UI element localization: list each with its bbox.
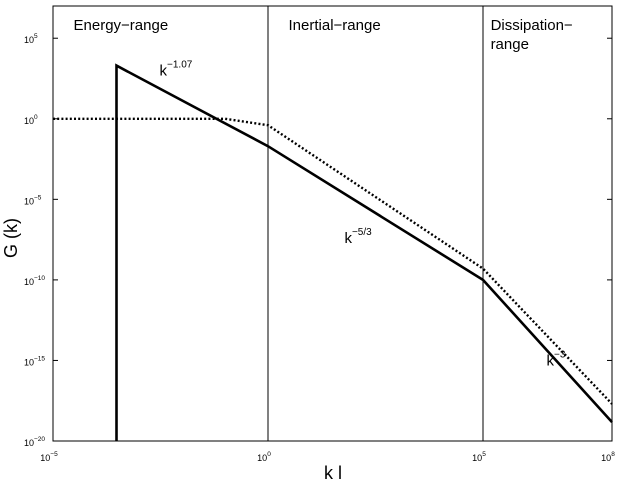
x-axis-label: k l <box>324 463 342 483</box>
slope-annotation: k−3 <box>547 349 566 369</box>
labels-layer: Energy−range Inertial−range Dissipation− ra… <box>74 17 573 369</box>
y-tick-label: 10−15 <box>24 355 45 367</box>
plot-frame <box>52 5 613 442</box>
region-divider-layer <box>267 6 484 441</box>
series-layer <box>53 63 613 441</box>
x-tick-label: 105 <box>472 451 486 463</box>
slope-annotation: k−5/3 <box>344 227 372 247</box>
y-tick-label: 10−10 <box>24 275 45 287</box>
y-tick-label: 100 <box>24 114 38 126</box>
y-tick-label: 10−5 <box>24 194 42 206</box>
x-tick-label: 100 <box>257 451 271 463</box>
y-tick-label: 10−20 <box>24 436 45 448</box>
y-tick-label: 105 <box>24 33 38 45</box>
series-solid-line <box>115 63 613 441</box>
series-dotted-line <box>53 117 613 405</box>
region-label-1: Energy−range <box>74 17 169 34</box>
y-axis-label: G (k) <box>1 218 21 258</box>
slope-annotation: k−1.07 <box>160 59 193 79</box>
x-tick-label: 10−5 <box>40 451 58 463</box>
x-tick-label: 108 <box>601 451 615 463</box>
region-label-2: Inertial−range <box>289 17 381 34</box>
region-label-3: Dissipation− range <box>491 17 573 53</box>
ticks-layer: 10−5 100 105 108 10−20 10−15 10−10 10−5 100 105 <box>24 33 615 463</box>
